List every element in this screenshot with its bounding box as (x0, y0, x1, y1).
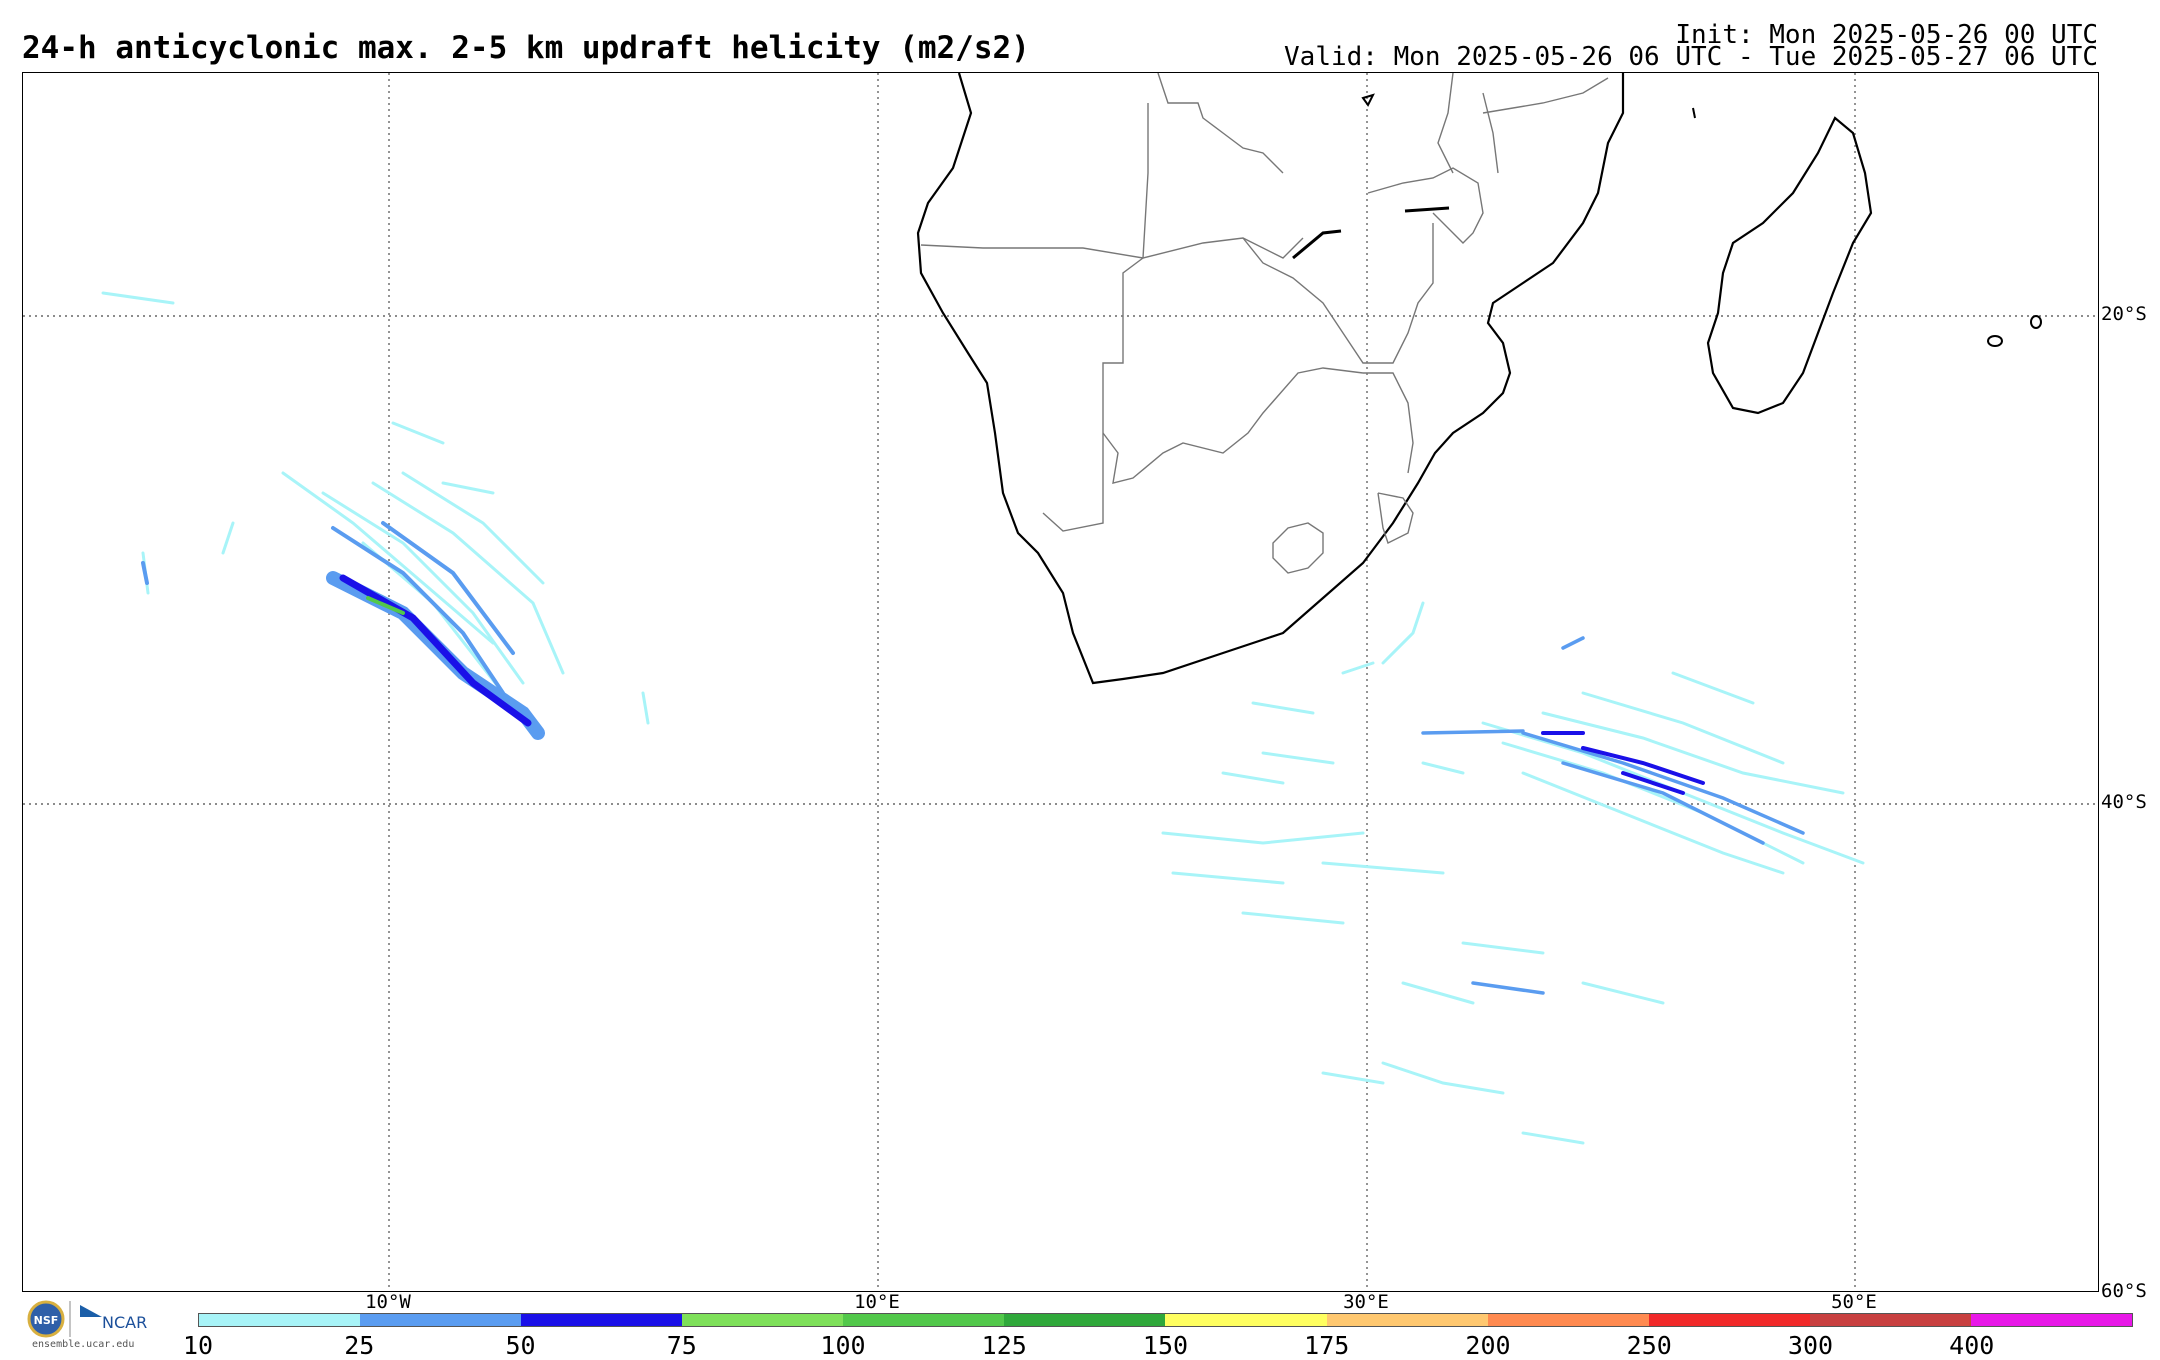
colorbar-tick-label: 125 (981, 1331, 1027, 1360)
helicity-field (101, 291, 1865, 1145)
colorbar-swatch (1970, 1314, 2132, 1326)
lake-kariba (1292, 229, 1342, 260)
swath-east-light (1161, 601, 1865, 1145)
swath-west-core (339, 574, 532, 727)
colorbar-tick-label: 150 (1142, 1331, 1189, 1360)
colorbar-swatch (1165, 1314, 1327, 1326)
colorbar-tick-label: 25 (344, 1331, 375, 1360)
ncar-nsf-logo: NSF NCAR (27, 1300, 147, 1338)
ncar-mark-icon (80, 1305, 102, 1317)
swath-east-core (1541, 731, 1705, 795)
colorbar (198, 1313, 2133, 1327)
colorbar-tick-label: 300 (1787, 1331, 1834, 1360)
colorbar-swatch (199, 1314, 361, 1326)
lon-label-30e: 30°E (1343, 1291, 1389, 1313)
comoros-outline (1692, 107, 1696, 119)
colorbar-tick-label: 100 (820, 1331, 866, 1360)
coastlines (916, 73, 2042, 685)
swath-west-mid (141, 521, 515, 695)
colorbar-swatch (843, 1314, 1005, 1326)
swath-east-mid (1421, 636, 1805, 995)
reunion-outline (2030, 315, 2042, 329)
map-canvas (23, 73, 2098, 1291)
swath-west-peak (366, 596, 405, 615)
colorbar-tick-label: 175 (1304, 1331, 1350, 1360)
colorbar-swatch (1809, 1314, 1971, 1326)
colorbar-swatch (360, 1314, 522, 1326)
colorbar-tick-label: 250 (1626, 1331, 1672, 1360)
africa-coastline (916, 73, 1625, 685)
logo-credit: ensemble.ucar.edu (32, 1339, 135, 1350)
map-panel[interactable] (22, 72, 2099, 1292)
lon-label-10e: 10°E (854, 1291, 900, 1313)
lon-label-50e: 50°E (1831, 1291, 1877, 1313)
colorbar-tick-label: 400 (1949, 1331, 1995, 1360)
graticule (23, 73, 2098, 1291)
swath-west-light (101, 291, 650, 725)
colorbar-swatch (682, 1314, 844, 1326)
colorbar-swatch (1004, 1314, 1166, 1326)
lat-label-20s: 20°S (2101, 303, 2147, 325)
lat-label-40s: 40°S (2101, 791, 2147, 813)
lon-label-10w: 10°W (365, 1291, 411, 1313)
colorbar-tick-label: 200 (1465, 1331, 1511, 1360)
country-borders (920, 73, 1609, 574)
colorbar-swatch (521, 1314, 683, 1326)
colorbar-swatch (1487, 1314, 1649, 1326)
colorbar-swatch (1648, 1314, 1810, 1326)
nsf-seal-icon (27, 1300, 65, 1338)
colorbar-swatch (1326, 1314, 1488, 1326)
mauritius-outline (1987, 335, 2003, 347)
lake-cahora (1404, 206, 1450, 213)
init-time: Init: Mon 2025-05-26 00 UTC (1675, 20, 2098, 50)
map-title: 24-h anticyclonic max. 2-5 km updraft he… (22, 30, 1030, 66)
nsf-seal-text: NSF (34, 1314, 59, 1327)
ncar-wordmark: NCAR (102, 1313, 147, 1332)
madagascar-coastline (1706, 116, 1873, 415)
valid-time: Valid: Mon 2025-05-26 06 UTC - Tue 2025-… (1284, 42, 2098, 72)
colorbar-tick-label: 10 (182, 1331, 214, 1360)
colorbar-tick-label: 50 (505, 1331, 536, 1360)
lake-outline (1361, 93, 1375, 107)
lat-label-60s: 60°S (2101, 1280, 2147, 1302)
colorbar-tick-label: 75 (666, 1331, 697, 1360)
